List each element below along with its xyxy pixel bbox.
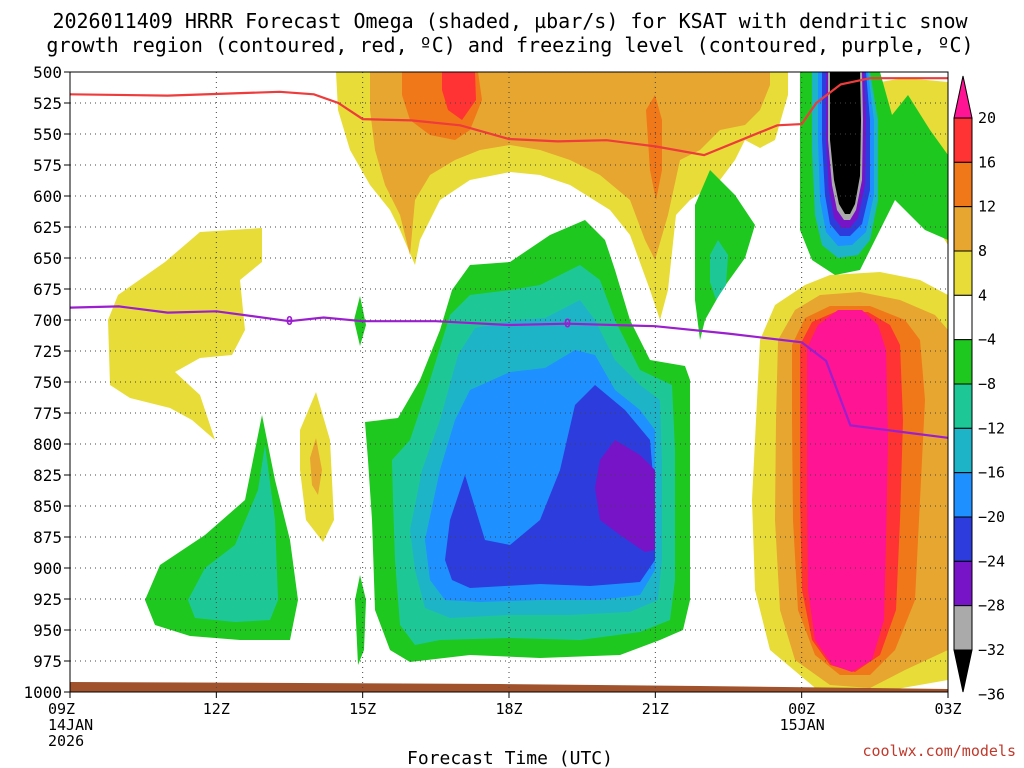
colorbar-tick-label: −4	[978, 331, 996, 349]
colorbar-swatch	[953, 383, 973, 429]
y-tick-label: 675	[33, 280, 62, 299]
colorbar-tick-label: −36	[978, 685, 1005, 703]
x-tick-label: 2026	[48, 732, 84, 750]
x-tick-label: 18Z	[495, 700, 522, 718]
colorbar-tick-label: 4	[978, 286, 987, 304]
y-tick-label: 725	[33, 342, 62, 361]
x-tick-label: 14JAN	[48, 716, 93, 734]
y-tick-label: 850	[33, 497, 62, 516]
colorbar-tick-label: −12	[978, 419, 1005, 437]
colorbar: 20 16 12 8 4 −4 −8 −12 −16 −20 −24 −28 −32 −36	[953, 75, 1005, 703]
dendritic-growth-contour	[70, 77, 948, 157]
y-tick-label: 825	[33, 466, 62, 485]
omega-region-green-sliver2	[355, 575, 366, 665]
x-tick-label: 21Z	[642, 700, 669, 718]
y-tick-label: 650	[33, 249, 62, 268]
x-tick-label: 03Z	[934, 700, 961, 718]
freezing-level-contour	[70, 305, 948, 439]
colorbar-swatch	[953, 427, 973, 474]
chart-title-line-2: growth region (contoured, red, ºC) and f…	[46, 33, 973, 57]
x-axis-title: Forecast Time (UTC)	[407, 748, 613, 768]
y-tick-label: 750	[33, 373, 62, 392]
omega-region-black-ne	[830, 72, 861, 214]
colorbar-tick-label: −24	[978, 552, 1005, 570]
x-tick-label: 00Z	[788, 700, 815, 718]
colorbar-tick-label: 20	[978, 109, 996, 127]
y-tick-label: 1000	[23, 683, 62, 702]
y-tick-label: 600	[33, 187, 62, 206]
grid	[70, 72, 948, 692]
omega-region-yellow-west	[108, 228, 262, 440]
omega-region-teal-west	[188, 445, 278, 622]
omega-shading	[70, 72, 948, 692]
colorbar-swatch	[953, 117, 973, 163]
x-tick-label: 15Z	[349, 700, 376, 718]
y-tick-label: 550	[33, 125, 62, 144]
colorbar-tick-label: −28	[978, 597, 1005, 615]
colorbar-swatch	[953, 560, 973, 607]
omega-region-darkblue-center	[445, 385, 655, 588]
colorbar-tick-label: −16	[978, 464, 1005, 482]
colorbar-swatch	[953, 605, 973, 651]
y-tick-label: 525	[33, 94, 62, 113]
colorbar-swatch	[953, 516, 973, 562]
colorbar-tick-label: 16	[978, 153, 996, 171]
colorbar-tick-label: −32	[978, 641, 1005, 659]
colorbar-tick-label: 12	[978, 198, 996, 216]
colorbar-tick-label: 8	[978, 242, 987, 260]
y-tick-label: 625	[33, 218, 62, 237]
colorbar-tick-label: −8	[978, 375, 996, 393]
y-tick-label: 800	[33, 435, 62, 454]
y-tick-label: 950	[33, 621, 62, 640]
y-tick-label: 500	[33, 63, 62, 82]
chart-title-line-1: 2026011409 HRRR Forecast Omega (shaded, …	[52, 9, 968, 33]
omega-region-red-north	[442, 72, 476, 120]
omega-region-teal-mid	[710, 240, 728, 300]
omega-region-purple-center	[595, 440, 655, 552]
omega-region-darkorange-north2	[646, 95, 662, 200]
colorbar-tick-label: −20	[978, 508, 1005, 526]
colorbar-swatch	[953, 250, 973, 296]
y-tick-label: 925	[33, 590, 62, 609]
colorbar-swatch	[953, 339, 973, 385]
y-tick-label: 775	[33, 404, 62, 423]
colorbar-swatch	[953, 472, 973, 518]
x-tick-label: 09Z	[48, 700, 75, 718]
colorbar-swatch	[953, 206, 973, 252]
y-tick-label: 575	[33, 156, 62, 175]
credit-text: coolwx.com/models	[862, 742, 1016, 760]
freezing-level-label: 0	[286, 314, 293, 328]
y-tick-label: 900	[33, 559, 62, 578]
omega-region-magenta-east	[807, 310, 888, 672]
colorbar-swatch	[953, 294, 973, 341]
y-tick-label: 875	[33, 528, 62, 547]
omega-region-orange-small	[310, 438, 322, 495]
colorbar-swatch	[953, 161, 973, 208]
colorbar-swatch	[953, 75, 973, 119]
y-tick-label: 700	[33, 311, 62, 330]
y-tick-label: 975	[33, 652, 62, 671]
y-axis: 500 525 550 575 600 625 650 675 700 725 750 775 800 8…	[23, 63, 70, 702]
freezing-level-label: 0	[564, 317, 571, 331]
colorbar-swatch	[953, 649, 973, 693]
x-tick-label: 15JAN	[780, 716, 825, 734]
x-tick-label: 12Z	[203, 700, 230, 718]
